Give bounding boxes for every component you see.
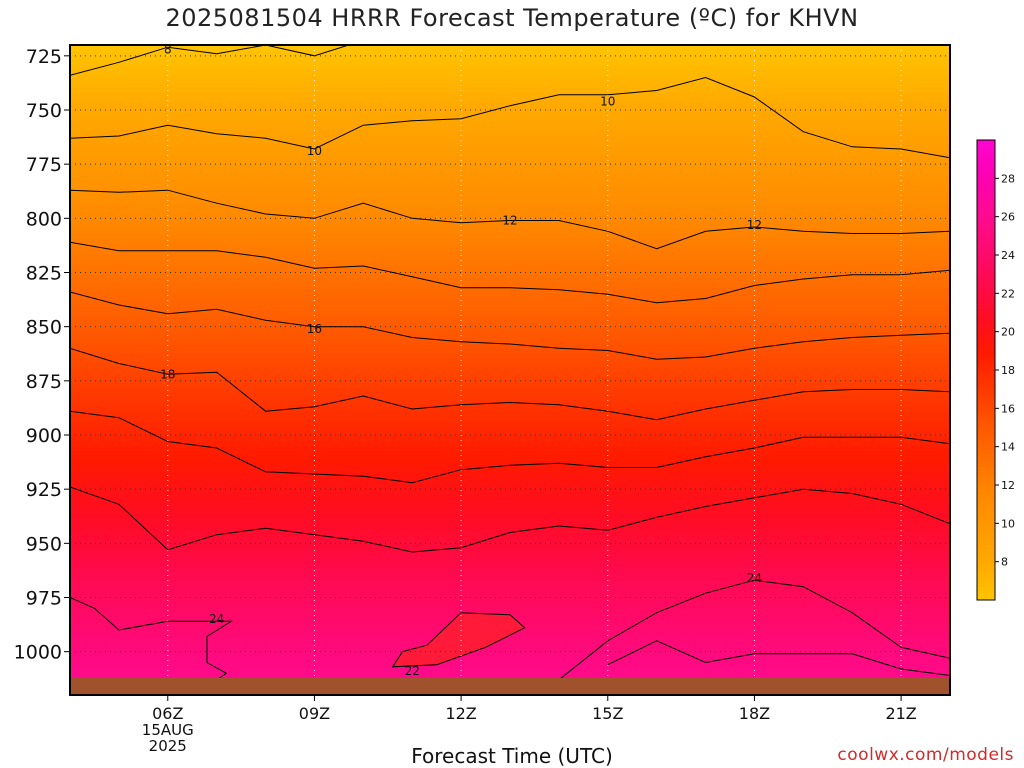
y-tick-label: 925 [26, 479, 62, 501]
contour-line [70, 597, 234, 681]
colorbar-tick-label: 20 [1001, 326, 1015, 339]
contour-label-group: 22 [405, 664, 420, 678]
contour-line [70, 76, 950, 159]
warm-pocket-contour [391, 612, 526, 668]
contour-line [70, 486, 950, 553]
contour-label-group: 16 [307, 322, 322, 336]
x-tick-label: 09Z [299, 704, 330, 723]
x-tick-label: 18Z [739, 704, 770, 723]
contour-label: 24 [209, 612, 224, 626]
contour-label-group: 24 [747, 571, 762, 585]
credit-text: coolwx.com/models [837, 745, 1014, 765]
y-axis: 725 750 775 800 825 850 875 900 925 950 975 1000 [14, 46, 70, 664]
warm-pocket-layer [391, 612, 526, 668]
contour-label: 24 [747, 571, 762, 585]
contour-line [70, 189, 950, 250]
contour-label-group: 24 [209, 612, 224, 626]
x-tick-label: 15Z [592, 704, 623, 723]
contour-line [70, 241, 950, 304]
y-tick-label: 875 [26, 371, 62, 393]
y-tick-label: 775 [26, 154, 62, 176]
colorbar-tick-label: 10 [1001, 517, 1015, 530]
contour-label-group: 18 [160, 367, 175, 381]
chart-title: 2025081504 HRRR Forecast Temperature (ºC… [165, 4, 859, 32]
y-tick-label: 850 [26, 317, 62, 339]
contour-label: 10 [600, 94, 615, 108]
contour-line [70, 347, 950, 421]
colorbar-tick-label: 18 [1001, 364, 1015, 377]
contour-label: 18 [160, 367, 175, 381]
y-tick-label: 825 [26, 263, 62, 285]
y-tick-label: 750 [26, 100, 62, 122]
contour-label-group: 8 [164, 42, 172, 56]
contour-line [70, 291, 950, 360]
contour-line [607, 640, 950, 676]
x-tick-sublabel: 15AUG [142, 721, 194, 739]
colorbar-bar [976, 139, 996, 601]
contour-label-group: 12 [747, 218, 762, 232]
contour-label: 10 [307, 144, 322, 158]
y-tick-label: 800 [26, 208, 62, 230]
contour-line [558, 579, 950, 681]
x-axis-label: Forecast Time (UTC) [411, 744, 613, 768]
plot-border [69, 44, 951, 696]
y-tick-label: 900 [26, 425, 62, 447]
colorbar: 8 10 12 14 16 18 20 22 24 26 28 [976, 139, 1015, 601]
contour-label: 12 [747, 218, 762, 232]
x-tick-sublabel: 2025 [149, 737, 187, 755]
ground-surface [70, 678, 950, 695]
y-tick-label: 1000 [14, 642, 62, 664]
x-tick-label: 06Z [152, 704, 183, 723]
y-tick-label: 950 [26, 533, 62, 555]
grid-layer [70, 45, 950, 695]
contour-label-group: 12 [502, 214, 517, 228]
colorbar-tick-label: 14 [1001, 441, 1015, 454]
contour-label-group: 10 [307, 144, 322, 158]
colorbar-tick-label: 24 [1001, 249, 1015, 262]
x-tick-label: 12Z [445, 704, 476, 723]
contour-label: 22 [405, 664, 420, 678]
contour-label: 12 [502, 214, 517, 228]
contour-line [70, 410, 950, 484]
y-tick-label: 975 [26, 588, 62, 610]
contour-label: 16 [307, 322, 322, 336]
colorbar-tick-label: 16 [1001, 402, 1015, 415]
colorbar-tick-label: 26 [1001, 211, 1015, 224]
colorbar-tick-label: 22 [1001, 287, 1015, 300]
colorbar-tick-label: 8 [1001, 556, 1008, 569]
colorbar-tick-label: 12 [1001, 479, 1015, 492]
colorbar-tick-label: 28 [1001, 172, 1015, 185]
contour-layer [70, 45, 950, 681]
contour-label-layer: 8 10 10 12 12 16 18 24 24 22 [160, 42, 762, 678]
y-tick-label: 725 [26, 46, 62, 68]
x-tick-label: 21Z [885, 704, 916, 723]
contour-line [70, 45, 349, 76]
plot-area: 8 10 10 12 12 16 18 24 24 22 [69, 42, 951, 696]
contour-label: 8 [164, 42, 172, 56]
contour-label-group: 10 [600, 94, 615, 108]
